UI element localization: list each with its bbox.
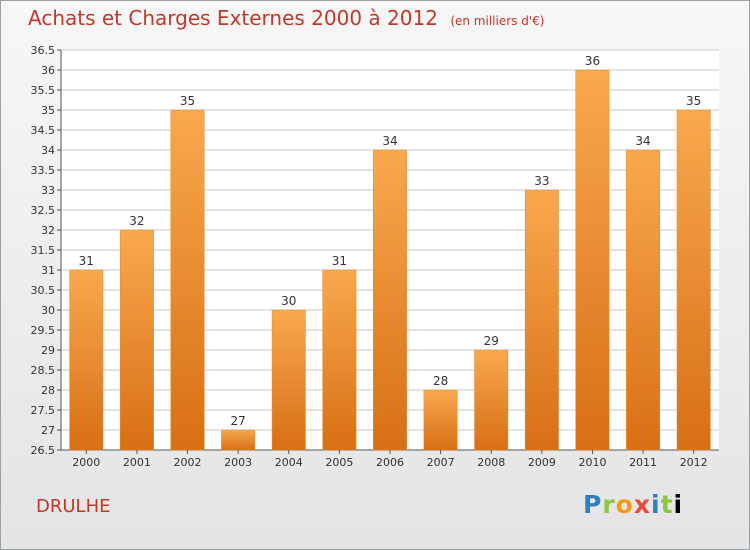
bar — [524, 189, 559, 451]
x-tick-label: 2002 — [174, 456, 202, 469]
y-tick-label: 29 — [41, 344, 55, 357]
y-tick-label: 27.5 — [31, 404, 56, 417]
bar — [69, 269, 104, 451]
x-tick-label: 2001 — [123, 456, 151, 469]
bar — [575, 69, 610, 451]
bar-value-label: 32 — [129, 214, 144, 228]
bar — [373, 149, 407, 451]
logo-letter: o — [615, 490, 634, 519]
x-tick-label: 2007 — [427, 456, 455, 469]
bar — [170, 109, 205, 451]
x-tick-label: 2012 — [680, 456, 708, 469]
logo-letter: x — [633, 490, 651, 519]
x-tick-label: 2005 — [325, 456, 353, 469]
y-tick-label: 26.5 — [31, 444, 56, 457]
chart-title: Achats et Charges Externes 2000 à 2012 (… — [28, 6, 544, 30]
bar — [271, 309, 306, 451]
y-tick-label: 34 — [41, 144, 55, 157]
y-tick-label: 35.5 — [31, 84, 56, 97]
bar-value-label: 34 — [382, 134, 397, 148]
x-tick-label: 2010 — [578, 456, 606, 469]
bar — [474, 349, 509, 451]
proxiti-logo: Proxiti — [583, 490, 683, 519]
y-tick-label: 28 — [41, 384, 55, 397]
bar-value-label: 29 — [484, 334, 499, 348]
x-tick-label: 2009 — [528, 456, 556, 469]
y-tick-label: 28.5 — [31, 364, 56, 377]
y-tick-label: 31.5 — [31, 244, 56, 257]
y-tick-label: 33.5 — [31, 164, 56, 177]
bar-value-label: 34 — [635, 134, 650, 148]
bar-value-label: 31 — [332, 254, 347, 268]
x-tick-label: 2004 — [275, 456, 303, 469]
x-tick-label: 2000 — [72, 456, 100, 469]
bar — [221, 429, 256, 451]
logo-letter: i — [651, 490, 661, 519]
y-tick-label: 30.5 — [31, 284, 56, 297]
y-tick-label: 27 — [41, 424, 55, 437]
y-tick-label: 33 — [41, 184, 55, 197]
bar — [322, 269, 357, 451]
x-tick-label: 2011 — [629, 456, 657, 469]
x-tick-label: 2006 — [376, 456, 404, 469]
bar — [626, 149, 661, 451]
y-tick-label: 36 — [41, 64, 55, 77]
logo-letter: r — [602, 490, 616, 519]
y-tick-label: 32 — [41, 224, 55, 237]
y-tick-label: 30 — [41, 304, 55, 317]
y-tick-label: 36.5 — [31, 44, 56, 57]
logo-letter: P — [583, 490, 603, 519]
logo-letter: i — [673, 490, 684, 519]
bar-value-label: 31 — [79, 254, 94, 268]
bar-value-label: 27 — [231, 414, 246, 428]
bar-value-label: 30 — [281, 294, 296, 308]
logo-letter: t — [660, 490, 674, 519]
x-tick-label: 2003 — [224, 456, 252, 469]
bar — [119, 229, 154, 451]
bar-value-label: 35 — [686, 94, 701, 108]
location-name: DRULHE — [36, 496, 111, 517]
bar-value-label: 35 — [180, 94, 195, 108]
y-tick-label: 32.5 — [31, 204, 56, 217]
y-tick-label: 35 — [41, 104, 55, 117]
y-tick-label: 34.5 — [31, 124, 56, 137]
bar-value-label: 28 — [433, 374, 448, 388]
chart-title-text: Achats et Charges Externes 2000 à 2012 — [28, 6, 438, 30]
y-tick-label: 29.5 — [31, 324, 56, 337]
chart-subtitle: (en milliers d'€) — [450, 14, 545, 28]
bar-value-label: 33 — [534, 174, 549, 188]
bar — [423, 389, 458, 451]
bar — [676, 109, 711, 451]
bar-value-label: 36 — [585, 54, 600, 68]
y-tick-label: 31 — [41, 264, 55, 277]
x-tick-label: 2008 — [477, 456, 505, 469]
